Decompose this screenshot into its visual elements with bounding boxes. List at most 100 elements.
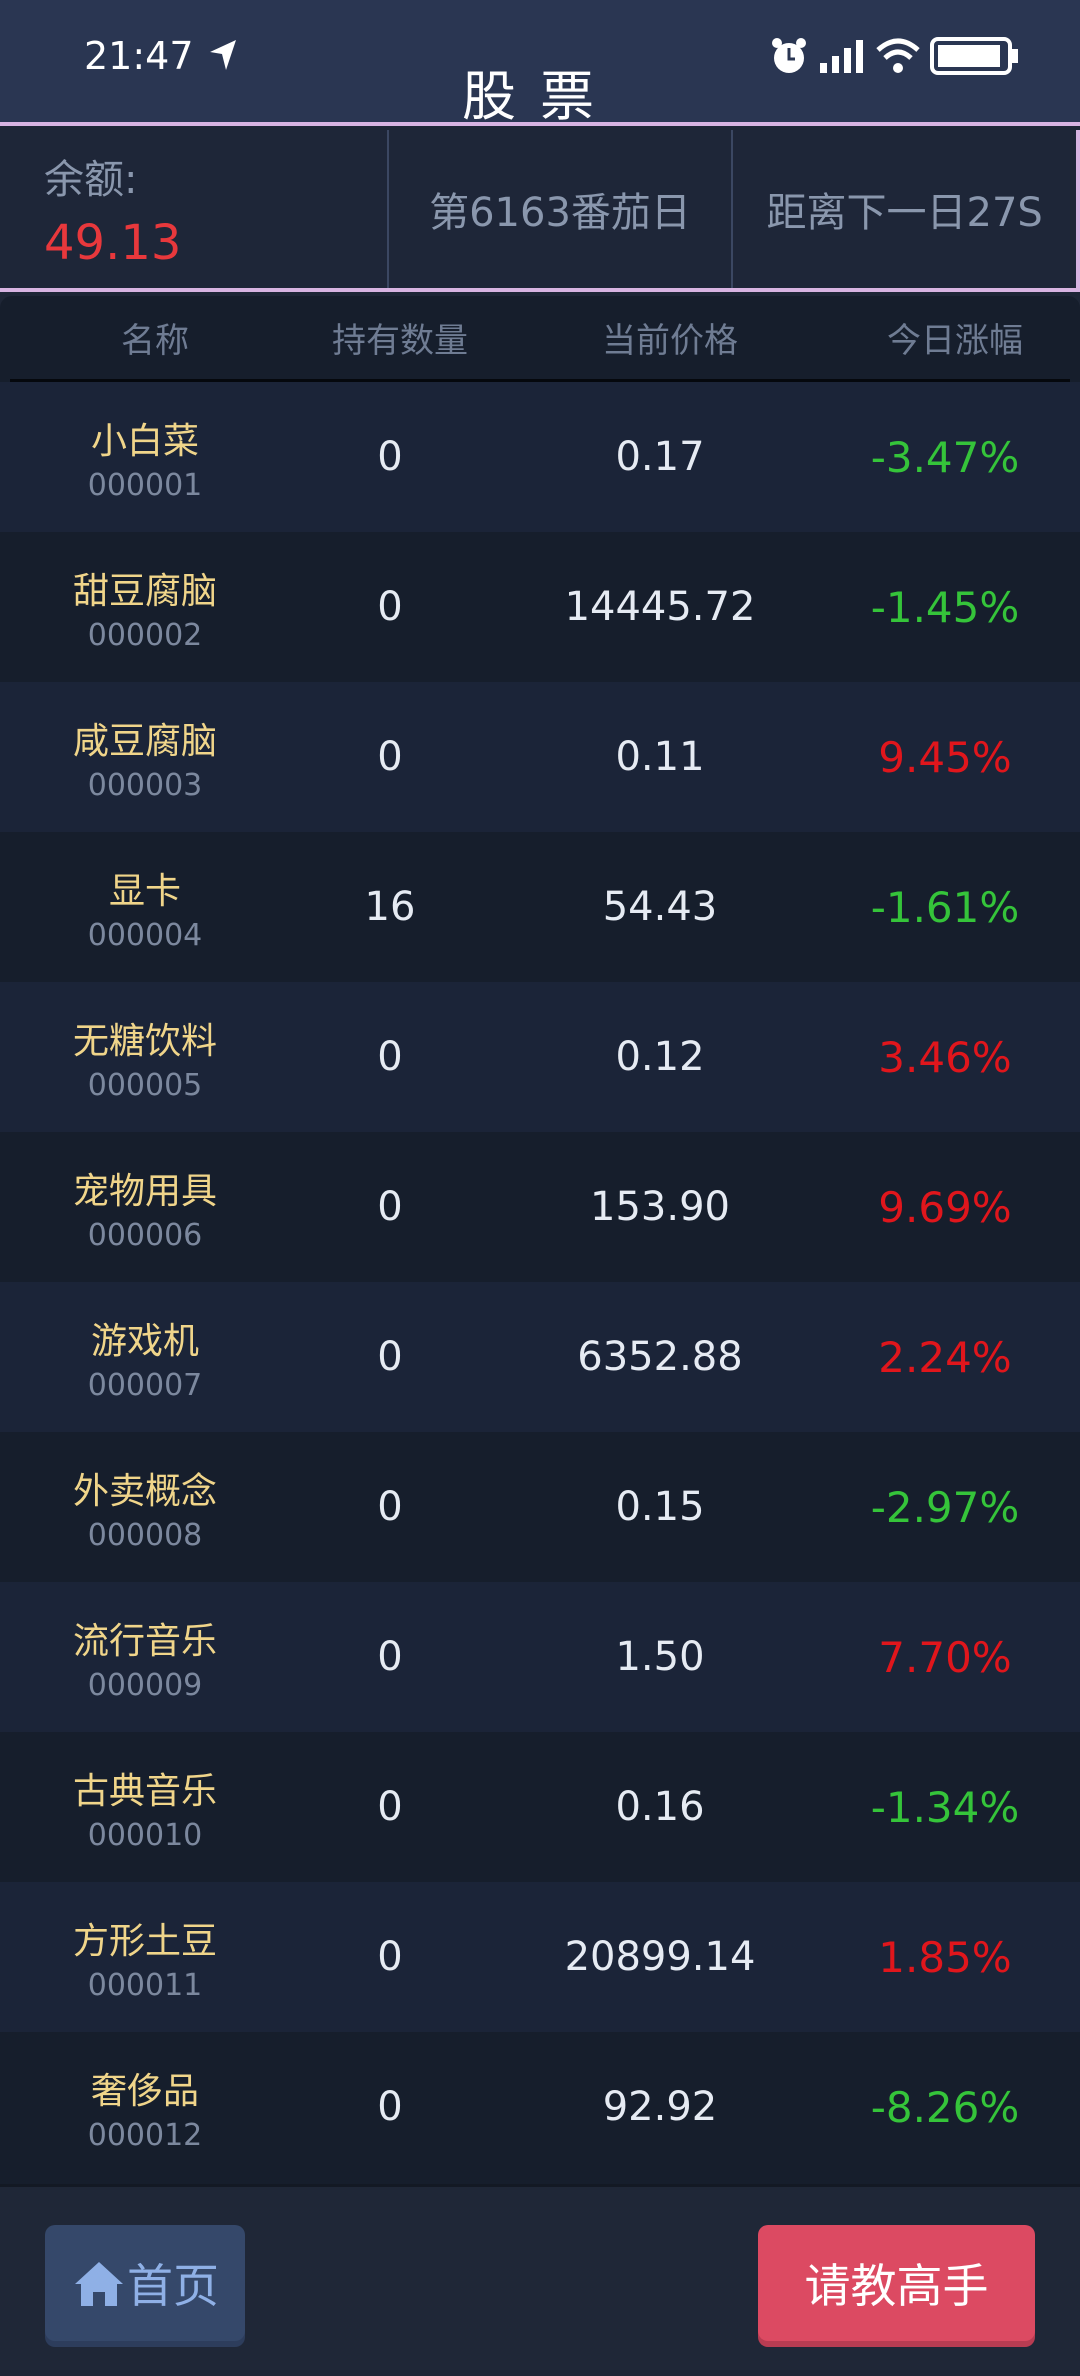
stock-name: 无糖饮料 bbox=[72, 1020, 217, 1062]
table-row[interactable]: 方形土豆 000011 0 20899.14 1.85% bbox=[0, 1882, 1080, 2032]
stock-change: 9.69% bbox=[878, 1182, 1012, 1232]
stock-price: 0.16 bbox=[615, 1784, 705, 1830]
stock-qty: 16 bbox=[364, 884, 416, 930]
table-row[interactable]: 古典音乐 000010 0 0.16 -1.34% bbox=[0, 1732, 1080, 1882]
table-body: 小白菜 000001 0 0.17 -3.47% 甜豆腐脑 000002 0 1… bbox=[0, 382, 1080, 2182]
stock-name: 流行音乐 bbox=[72, 1620, 217, 1662]
stats-bar: 余额: 49.13 第6163番茄日 距离下一日27S bbox=[0, 130, 1080, 292]
stock-name-cell: 显卡 000004 bbox=[0, 862, 290, 953]
stock-qty: 0 bbox=[377, 1634, 403, 1680]
status-time: 21:47 bbox=[84, 34, 194, 78]
stock-price: 14445.72 bbox=[564, 584, 756, 630]
table-row[interactable]: 无糖饮料 000005 0 0.12 3.46% bbox=[0, 982, 1080, 1132]
stock-name: 显卡 bbox=[108, 870, 181, 912]
stock-code: 000008 bbox=[87, 1517, 203, 1553]
stock-code: 000007 bbox=[87, 1367, 203, 1403]
balance-label: 余额: bbox=[44, 157, 138, 203]
stock-change: 7.70% bbox=[878, 1632, 1012, 1682]
stock-name-cell: 奢侈品 000012 bbox=[0, 2062, 290, 2153]
stock-qty: 0 bbox=[377, 1784, 403, 1830]
top-bar: 21:47 股票 bbox=[0, 0, 1080, 128]
stock-change: -8.26% bbox=[870, 2082, 1020, 2132]
day-counter: 第6163番茄日 bbox=[386, 130, 732, 288]
stock-name-cell: 无糖饮料 000005 bbox=[0, 1012, 290, 1103]
stock-qty: 0 bbox=[377, 1934, 403, 1980]
stock-name: 甜豆腐脑 bbox=[72, 570, 217, 612]
balance-value: 49.13 bbox=[44, 215, 182, 271]
home-icon bbox=[75, 2262, 123, 2306]
stock-code: 000005 bbox=[87, 1067, 203, 1103]
stock-change: -3.47% bbox=[870, 432, 1020, 482]
stock-code: 000002 bbox=[87, 617, 203, 653]
col-qty: 持有数量 bbox=[332, 321, 468, 361]
stock-qty: 0 bbox=[377, 434, 403, 480]
page-title: 股票 bbox=[462, 65, 618, 128]
table-row[interactable]: 游戏机 000007 0 6352.88 2.24% bbox=[0, 1282, 1080, 1432]
stock-change: -2.97% bbox=[870, 1482, 1020, 1532]
stock-change: 3.46% bbox=[878, 1032, 1012, 1082]
stock-name: 咸豆腐脑 bbox=[72, 720, 217, 762]
stock-price: 0.12 bbox=[615, 1034, 705, 1080]
stock-price: 20899.14 bbox=[564, 1934, 756, 1980]
stock-table: 名称 持有数量 当前价格 今日涨幅 小白菜 000001 0 0.17 -3.4… bbox=[0, 296, 1080, 2184]
table-row[interactable]: 咸豆腐脑 000003 0 0.11 9.45% bbox=[0, 682, 1080, 832]
table-row[interactable]: 外卖概念 000008 0 0.15 -2.97% bbox=[0, 1432, 1080, 1582]
table-row[interactable]: 小白菜 000001 0 0.17 -3.47% bbox=[0, 382, 1080, 532]
stock-name-cell: 流行音乐 000009 bbox=[0, 1612, 290, 1703]
stock-code: 000011 bbox=[87, 1967, 203, 2003]
stock-price: 0.17 bbox=[615, 434, 705, 480]
countdown: 距离下一日27S bbox=[731, 130, 1076, 288]
stock-price: 6352.88 bbox=[577, 1334, 743, 1380]
stock-name-cell: 外卖概念 000008 bbox=[0, 1462, 290, 1553]
stock-qty: 0 bbox=[377, 1034, 403, 1080]
stock-name: 古典音乐 bbox=[72, 1770, 217, 1812]
stock-code: 000009 bbox=[87, 1667, 203, 1703]
stock-price: 0.15 bbox=[615, 1484, 705, 1530]
stock-price: 1.50 bbox=[615, 1634, 705, 1680]
stock-name-cell: 方形土豆 000011 bbox=[0, 1912, 290, 2003]
stock-price: 153.90 bbox=[590, 1184, 730, 1230]
stock-price: 92.92 bbox=[602, 2084, 718, 2130]
table-row[interactable]: 奢侈品 000012 0 92.92 -8.26% bbox=[0, 2032, 1080, 2182]
stock-name-cell: 古典音乐 000010 bbox=[0, 1762, 290, 1853]
table-row[interactable]: 流行音乐 000009 0 1.50 7.70% bbox=[0, 1582, 1080, 1732]
stock-qty: 0 bbox=[377, 1484, 403, 1530]
col-change: 今日涨幅 bbox=[887, 321, 1023, 361]
stock-name-cell: 游戏机 000007 bbox=[0, 1312, 290, 1403]
stock-name: 小白菜 bbox=[90, 420, 199, 462]
stock-change: 9.45% bbox=[878, 732, 1012, 782]
stock-name: 游戏机 bbox=[90, 1320, 199, 1362]
stock-code: 000010 bbox=[87, 1817, 203, 1853]
signal-icon bbox=[820, 40, 863, 73]
table-row[interactable]: 宠物用具 000006 0 153.90 9.69% bbox=[0, 1132, 1080, 1282]
stock-change: -1.61% bbox=[870, 882, 1020, 932]
stock-name-cell: 咸豆腐脑 000003 bbox=[0, 712, 290, 803]
stock-change: 1.85% bbox=[878, 1932, 1012, 1982]
stock-change: -1.45% bbox=[870, 582, 1020, 632]
table-row[interactable]: 显卡 000004 16 54.43 -1.61% bbox=[0, 832, 1080, 982]
stock-price: 0.11 bbox=[615, 734, 705, 780]
home-button[interactable]: 首页 bbox=[45, 2225, 245, 2341]
status-icons bbox=[770, 36, 1020, 76]
col-name: 名称 bbox=[121, 321, 189, 361]
stock-change: -1.34% bbox=[870, 1782, 1020, 1832]
stock-name-cell: 小白菜 000001 bbox=[0, 412, 290, 503]
stock-code: 000001 bbox=[87, 467, 203, 503]
stock-code: 000012 bbox=[87, 2117, 203, 2153]
stock-name-cell: 甜豆腐脑 000002 bbox=[0, 562, 290, 653]
battery-icon bbox=[930, 37, 1018, 75]
stock-qty: 0 bbox=[377, 584, 403, 630]
alarm-icon bbox=[772, 38, 806, 73]
stock-name: 奢侈品 bbox=[90, 2070, 199, 2112]
location-arrow-icon bbox=[210, 40, 236, 70]
stock-name: 外卖概念 bbox=[72, 1470, 217, 1512]
stock-qty: 0 bbox=[377, 734, 403, 780]
stock-name-cell: 宠物用具 000006 bbox=[0, 1162, 290, 1253]
stock-code: 000006 bbox=[87, 1217, 203, 1253]
stock-name: 方形土豆 bbox=[72, 1920, 217, 1962]
ask-expert-button[interactable]: 请教高手 bbox=[758, 2225, 1035, 2341]
stock-name: 宠物用具 bbox=[72, 1170, 217, 1212]
stock-qty: 0 bbox=[377, 1184, 403, 1230]
col-price: 当前价格 bbox=[602, 321, 738, 361]
table-row[interactable]: 甜豆腐脑 000002 0 14445.72 -1.45% bbox=[0, 532, 1080, 682]
